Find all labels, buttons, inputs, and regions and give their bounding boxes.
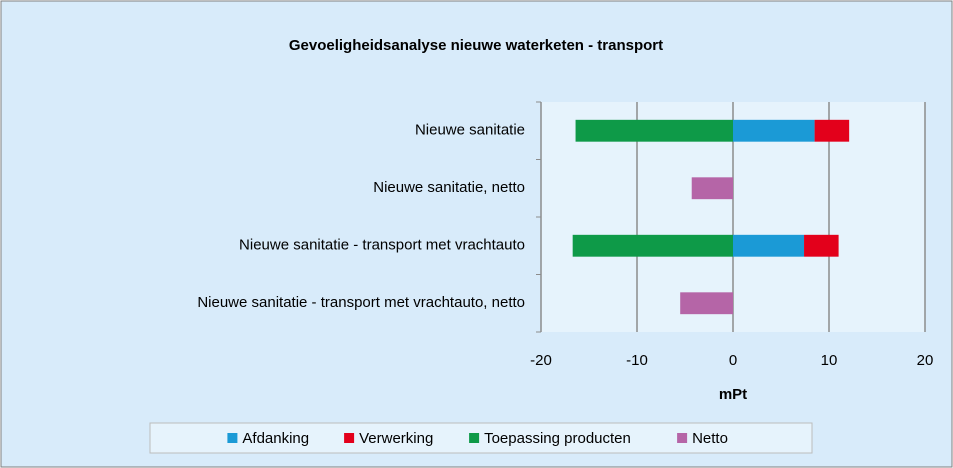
- legend-label: Verwerking: [359, 430, 433, 447]
- bar-segment: [804, 234, 839, 257]
- legend-label: Toepassing producten: [484, 430, 631, 447]
- legend-label: Afdanking: [242, 430, 309, 447]
- bar-segment: [733, 234, 805, 257]
- x-tick-label: 20: [917, 352, 934, 369]
- y-tick-label: Nieuwe sanitatie - transport met vrachta…: [239, 237, 525, 254]
- x-tick-label: -10: [626, 352, 648, 369]
- legend-label: Netto: [692, 430, 728, 447]
- bar-segment: [691, 177, 733, 200]
- bar-segment: [575, 119, 733, 142]
- legend-box: [149, 422, 813, 454]
- bar-segment: [733, 119, 815, 142]
- legend-swatch: [469, 433, 480, 443]
- y-tick-label: Nieuwe sanitatie - transport met vrachta…: [197, 294, 525, 311]
- legend-swatch: [677, 433, 688, 443]
- x-tick-label: -20: [530, 352, 552, 369]
- legend-swatch: [344, 433, 355, 443]
- x-tick-label: 0: [729, 352, 737, 369]
- chart-title: Gevoeligheidsanalyse nieuwe waterketen -…: [289, 37, 663, 54]
- legend-swatch: [227, 433, 238, 443]
- x-tick-label: 10: [821, 352, 838, 369]
- y-tick-label: Nieuwe sanitatie: [415, 122, 525, 139]
- y-tick-label: Nieuwe sanitatie, netto: [373, 179, 525, 196]
- bar-segment: [572, 234, 733, 257]
- bar-segment: [680, 292, 733, 315]
- x-axis-title: mPt: [719, 386, 747, 403]
- bar-segment: [814, 119, 850, 142]
